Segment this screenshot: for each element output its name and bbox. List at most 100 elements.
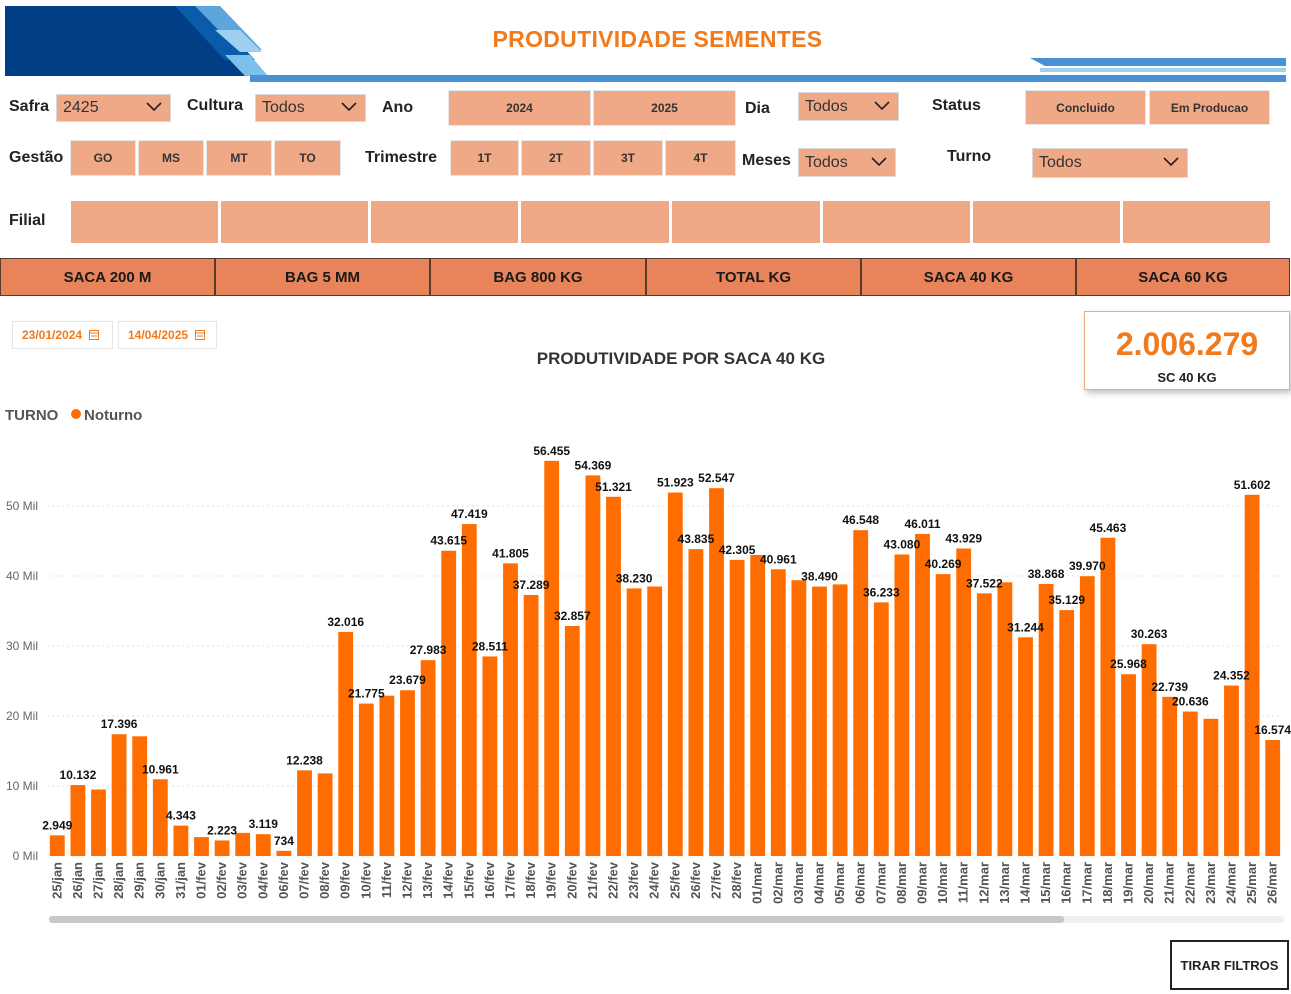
gestao-option-ms[interactable]: MS (138, 140, 204, 176)
chart-bar[interactable] (544, 460, 560, 856)
gestao-option-to[interactable]: TO (274, 140, 341, 176)
chart-bar[interactable] (49, 835, 65, 856)
chart-bar[interactable] (358, 703, 374, 856)
chart-bar[interactable] (770, 569, 786, 856)
chart-bar[interactable] (812, 586, 827, 856)
status-option-em-producao[interactable]: Em Producao (1149, 90, 1270, 125)
filial-option[interactable] (220, 200, 369, 244)
chart-bar[interactable] (523, 594, 539, 856)
chart-bar[interactable] (1162, 696, 1178, 856)
tab-saca-200m[interactable]: SACA 200 M (0, 258, 215, 296)
chart-bar[interactable] (297, 770, 312, 856)
clear-filters-button[interactable]: TIRAR FILTROS (1170, 940, 1289, 990)
chart-bar[interactable] (255, 834, 271, 856)
chart-bar[interactable] (338, 631, 354, 856)
chart-bar[interactable] (132, 736, 148, 856)
chart-bar[interactable] (750, 555, 766, 856)
chart-bar[interactable] (709, 488, 724, 856)
chart-bar[interactable] (503, 563, 518, 856)
tab-bag-800kg[interactable]: BAG 800 KG (430, 258, 646, 296)
chart-bar[interactable] (873, 602, 889, 856)
chart-bar[interactable] (111, 734, 127, 856)
ano-option-2024[interactable]: 2024 (448, 90, 591, 126)
tab-saca-60kg[interactable]: SACA 60 KG (1076, 258, 1290, 296)
dia-dropdown[interactable]: Todos (798, 92, 899, 121)
cultura-dropdown[interactable]: Todos (255, 94, 366, 122)
chart-bar[interactable] (1265, 739, 1281, 856)
chart-bar[interactable] (91, 789, 106, 857)
tab-saca-40kg[interactable]: SACA 40 KG (861, 258, 1076, 296)
chart-bar[interactable] (894, 554, 910, 856)
filial-option[interactable] (972, 200, 1121, 244)
chart-bar[interactable] (791, 580, 807, 856)
chart-bar[interactable] (173, 825, 189, 856)
turno-dropdown[interactable]: Todos (1032, 148, 1188, 178)
trimestre-option-3t[interactable]: 3T (593, 140, 663, 176)
chart-bar[interactable] (915, 533, 930, 856)
safra-dropdown[interactable]: 2425 (56, 94, 171, 122)
trimestre-option-2t[interactable]: 2T (521, 140, 591, 176)
trimestre-option-4t[interactable]: 4T (665, 140, 736, 176)
chart-bar[interactable] (1059, 610, 1075, 856)
chart-bar[interactable] (853, 530, 869, 856)
tab-total-kg[interactable]: TOTAL KG (646, 258, 861, 296)
chart-bar[interactable] (1203, 718, 1219, 856)
chart-bar[interactable] (647, 586, 663, 857)
chart-bar[interactable] (585, 475, 601, 856)
chart-bar[interactable] (214, 840, 230, 856)
filial-option[interactable] (671, 200, 821, 244)
chart-bar[interactable] (688, 549, 704, 856)
chart-bar[interactable] (1100, 537, 1116, 856)
chart-bar[interactable] (235, 832, 251, 856)
chart-bar[interactable] (606, 496, 621, 856)
chart-bar[interactable] (729, 559, 745, 856)
chart-bar[interactable] (482, 656, 498, 856)
filial-option[interactable] (1122, 200, 1271, 244)
chart-bar[interactable] (956, 548, 972, 856)
filial-option[interactable] (70, 200, 219, 244)
y-tick-label: 10 Mil (6, 779, 38, 793)
trimestre-option-1t[interactable]: 1T (450, 140, 519, 176)
chart-bar[interactable] (1079, 576, 1095, 856)
gestao-option-go[interactable]: GO (70, 140, 136, 176)
chart-bar[interactable] (832, 584, 848, 856)
chart-bar[interactable] (1244, 494, 1260, 856)
chart-bar[interactable] (626, 588, 642, 856)
gestao-option-mt[interactable]: MT (206, 140, 272, 176)
meses-dropdown[interactable]: Todos (798, 148, 896, 177)
chart-bar[interactable] (194, 837, 209, 856)
filial-option[interactable] (520, 200, 670, 244)
chart-bar[interactable] (1141, 644, 1157, 856)
scrollbar-thumb[interactable] (49, 916, 1064, 923)
chart-bar[interactable] (1038, 583, 1054, 856)
chart-bar[interactable] (317, 773, 333, 856)
chart-bar[interactable] (1121, 674, 1136, 856)
chart-bar[interactable] (564, 626, 580, 856)
chart-bar[interactable] (976, 593, 992, 856)
chart-bar[interactable] (1224, 685, 1239, 856)
filial-option[interactable] (370, 200, 519, 244)
x-tick-label: 16/mar (1059, 862, 1074, 904)
start-date-input[interactable]: 23/01/2024 (12, 321, 113, 349)
tab-bag-5mm[interactable]: BAG 5 MM (215, 258, 430, 296)
chart-bar[interactable] (152, 779, 168, 856)
data-label: 43.835 (678, 532, 715, 546)
status-option-concluido[interactable]: Concluido (1025, 90, 1146, 125)
chart-bar[interactable] (420, 660, 436, 856)
ano-option-2025[interactable]: 2025 (593, 90, 736, 126)
chart-bar[interactable] (379, 695, 395, 856)
chart-bar[interactable] (997, 582, 1013, 856)
end-date-input[interactable]: 14/04/2025 (118, 321, 217, 349)
chart-bar[interactable] (461, 524, 477, 856)
chart-bar[interactable] (935, 574, 951, 856)
chart-bar[interactable] (276, 850, 292, 856)
data-label: 38.490 (801, 570, 838, 584)
data-label: 4.343 (166, 809, 196, 823)
chart-bar[interactable] (70, 785, 86, 856)
chart-bar[interactable] (1182, 711, 1198, 856)
filial-option[interactable] (822, 200, 971, 244)
chart-bar[interactable] (667, 492, 683, 856)
chart-bar[interactable] (400, 690, 415, 856)
chart-bar[interactable] (1018, 637, 1033, 856)
chart-bar[interactable] (441, 550, 457, 856)
